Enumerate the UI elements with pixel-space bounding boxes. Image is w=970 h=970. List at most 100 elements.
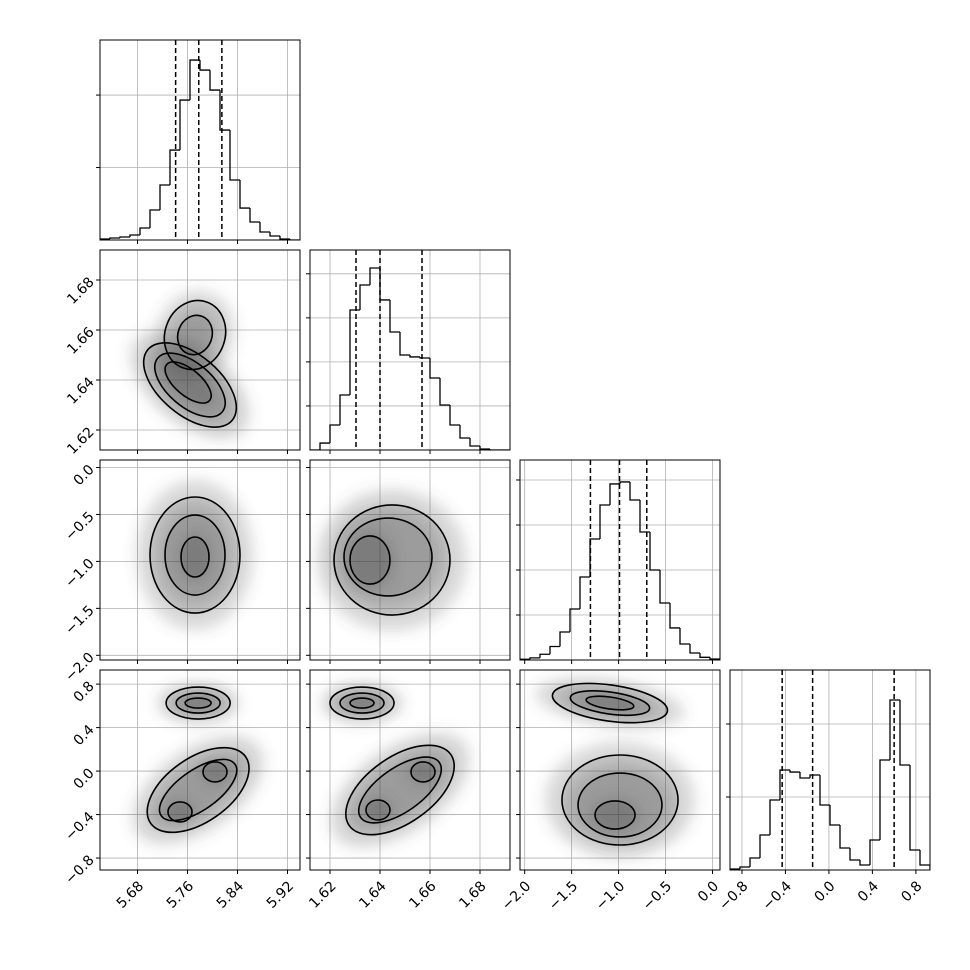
panel	[520, 460, 720, 660]
hist-bin	[199, 60, 210, 71]
contour	[163, 299, 227, 371]
hist-bin	[329, 424, 340, 444]
hist-bin	[789, 770, 800, 773]
x-tick-label: −0.4	[760, 878, 795, 913]
y-tick-label: −0.5	[62, 509, 97, 544]
contour	[154, 352, 226, 418]
contour	[164, 361, 212, 404]
panel-frame	[729, 669, 931, 871]
hist-bin	[589, 538, 600, 578]
hist-bin	[449, 404, 460, 426]
contour	[176, 314, 214, 356]
hist-bin	[409, 355, 420, 358]
x-tick-label: 5.76	[164, 878, 197, 911]
contour	[146, 746, 250, 834]
contour	[349, 535, 391, 585]
hist-bin	[489, 449, 500, 450]
hist-bin	[359, 284, 370, 310]
panel-frame	[99, 249, 301, 451]
y-tick-label: −0.4	[62, 809, 97, 844]
hist-bin	[619, 481, 630, 484]
contour	[158, 758, 238, 822]
hist-bin	[779, 769, 790, 800]
scatter-cloud	[344, 528, 396, 592]
contour	[149, 496, 241, 614]
hist-bin	[229, 130, 240, 181]
hist-bin	[709, 657, 720, 660]
contour	[594, 800, 636, 830]
panel-frame	[99, 459, 301, 661]
hist-bin	[189, 59, 200, 101]
hist-bin	[239, 180, 250, 209]
hist-bin	[849, 848, 860, 861]
contour	[329, 686, 395, 720]
hist-bin	[809, 774, 820, 779]
panel	[310, 250, 510, 450]
hist-bin	[119, 236, 130, 238]
hist-bin	[879, 759, 890, 840]
y-tick-label: 1.68	[64, 274, 97, 307]
x-tick-label: 5.68	[114, 878, 147, 911]
hist-bin	[799, 772, 810, 779]
hist-bin	[439, 378, 450, 406]
panel	[100, 460, 300, 660]
contour	[585, 695, 635, 711]
hist-bin	[599, 504, 610, 540]
contour	[343, 517, 433, 597]
contour	[577, 772, 663, 838]
contour	[164, 514, 226, 596]
hist-bin	[100, 238, 110, 240]
x-tick-label: 0.0	[811, 878, 838, 905]
hist-bin	[209, 70, 220, 91]
panel-frame	[99, 669, 301, 871]
hist-bin	[419, 356, 430, 359]
hist-bin	[899, 700, 910, 766]
contour	[333, 504, 451, 616]
x-tick-label: 0.8	[898, 878, 925, 905]
hist-bin	[459, 424, 470, 439]
contour	[365, 799, 391, 821]
hist-bin	[399, 332, 410, 356]
hist-bin	[759, 834, 770, 859]
hist-bin	[639, 499, 650, 533]
x-tick-label: 1.68	[456, 878, 489, 911]
contour	[165, 686, 231, 720]
hist-bin	[529, 657, 540, 660]
x-tick-label: 1.64	[356, 878, 389, 911]
contour	[339, 692, 385, 714]
hist-bin	[169, 149, 180, 185]
contour	[349, 697, 375, 709]
scatter-cloud	[362, 797, 394, 823]
x-tick-label: −1.5	[546, 878, 581, 913]
scatter-cloud	[176, 530, 214, 583]
y-tick-label: −0.8	[62, 852, 97, 887]
hist-bin	[249, 208, 260, 223]
hist-bin	[539, 653, 550, 658]
panel-frame	[309, 669, 511, 871]
panel-frame	[519, 459, 721, 661]
scatter-cloud	[407, 758, 439, 785]
panel	[100, 250, 300, 450]
y-tick-label: 0.0	[71, 462, 98, 489]
hist-bin	[869, 839, 880, 866]
hist-bin	[659, 569, 670, 604]
x-tick-label: 5.92	[264, 878, 297, 911]
y-tick-label: −1.5	[62, 603, 97, 638]
panel	[310, 460, 510, 660]
hist-bin	[479, 446, 490, 450]
contour	[357, 756, 443, 824]
contour	[551, 682, 669, 724]
x-tick-label: −1.0	[593, 878, 628, 913]
hist-bin	[279, 236, 290, 240]
contour	[184, 697, 212, 709]
x-tick-label: −0.5	[640, 878, 675, 913]
hist-bin	[699, 652, 710, 658]
hist-bin	[669, 603, 680, 629]
panel-frame	[309, 249, 511, 451]
y-tick-label: 1.62	[64, 424, 97, 457]
hist-bin	[259, 222, 270, 233]
contour	[202, 761, 228, 783]
hist-bin	[159, 184, 170, 210]
scatter-cloud	[199, 758, 231, 785]
y-tick-label: 1.66	[64, 324, 97, 357]
